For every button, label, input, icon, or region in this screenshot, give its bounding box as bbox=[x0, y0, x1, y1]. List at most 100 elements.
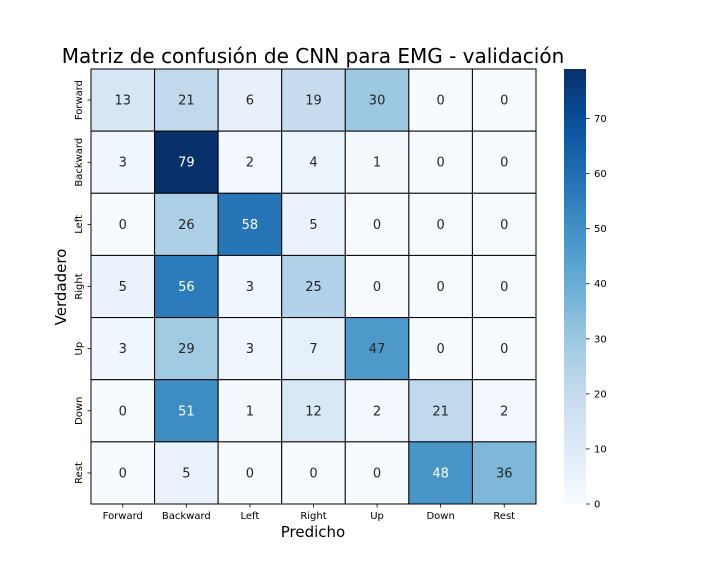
heatmap-cell bbox=[408, 68, 473, 132]
heatmap-cell-value: 0 bbox=[373, 280, 381, 295]
heatmap-cell bbox=[408, 192, 473, 256]
heatmap-cell-value: 1 bbox=[373, 156, 381, 171]
colorbar-tick-label: 40 bbox=[594, 279, 607, 290]
heatmap-cell-value: 58 bbox=[242, 218, 259, 233]
heatmap-cell bbox=[281, 192, 346, 256]
heatmap-cell bbox=[154, 192, 219, 256]
heatmap-cell bbox=[90, 379, 156, 443]
colorbar-tick-label: 50 bbox=[594, 224, 607, 235]
y-tick-label: Up bbox=[74, 342, 85, 356]
heatmap-cell bbox=[217, 441, 283, 505]
heatmap-cell-value: 5 bbox=[309, 218, 317, 233]
heatmap-cell bbox=[281, 254, 346, 319]
y-tick-label: Backward bbox=[74, 138, 85, 187]
heatmap-cell-value: 30 bbox=[369, 94, 386, 109]
x-tick-label: Rest bbox=[493, 511, 515, 522]
colorbar-tick-label: 70 bbox=[594, 114, 607, 125]
heatmap-cell bbox=[154, 379, 219, 443]
heatmap-cell-value: 5 bbox=[182, 466, 190, 481]
chart-title: Matriz de confusión de CNN para EMG - va… bbox=[62, 44, 565, 68]
heatmap-cell-value: 29 bbox=[178, 342, 195, 357]
heatmap-cell-value: 5 bbox=[119, 280, 127, 295]
heatmap-cells: 13 21 6 19 30 0 03 79 2 4 1 0 00 26 58 5 0 0 05 56 3 25 0 0 03 29… bbox=[90, 68, 537, 505]
heatmap-cell-value: 0 bbox=[437, 218, 445, 233]
heatmap-cell-value: 26 bbox=[178, 218, 195, 233]
heatmap-cell-value: 0 bbox=[500, 156, 508, 171]
heatmap-cell-value: 0 bbox=[437, 156, 445, 171]
heatmap-cell-value: 12 bbox=[305, 404, 322, 419]
heatmap-cell-value: 3 bbox=[119, 156, 127, 171]
colorbar-tick-label: 0 bbox=[594, 500, 600, 511]
y-tick-label: Forward bbox=[74, 80, 85, 120]
heatmap-cell-value: 21 bbox=[432, 404, 449, 419]
heatmap-cell bbox=[90, 254, 156, 319]
heatmap-cell-value: 3 bbox=[119, 342, 127, 357]
heatmap-cell bbox=[90, 441, 156, 505]
heatmap-cell bbox=[281, 441, 346, 505]
heatmap-cell-value: 19 bbox=[305, 94, 322, 109]
heatmap-cell-value: 56 bbox=[178, 280, 195, 295]
colorbar-tick-label: 60 bbox=[594, 169, 607, 180]
y-tick-label: Down bbox=[74, 397, 85, 425]
heatmap-cell-value: 47 bbox=[369, 342, 386, 357]
heatmap-cell-value: 6 bbox=[246, 94, 254, 109]
heatmap-cell-value: 0 bbox=[500, 342, 508, 357]
heatmap-cell-value: 0 bbox=[373, 218, 381, 233]
heatmap-cell-value: 21 bbox=[178, 94, 195, 109]
heatmap-cell-value: 0 bbox=[119, 218, 127, 233]
heatmap-cell-value: 0 bbox=[309, 466, 317, 481]
heatmap-cell bbox=[344, 192, 410, 256]
heatmap-cell bbox=[281, 68, 346, 132]
heatmap-cell bbox=[217, 130, 283, 194]
heatmap-cell-value: 2 bbox=[373, 404, 381, 419]
heatmap-cell-value: 0 bbox=[119, 404, 127, 419]
heatmap-cell-value: 13 bbox=[115, 94, 132, 109]
heatmap-cell bbox=[344, 441, 410, 505]
x-tick-label: Up bbox=[370, 511, 384, 522]
x-tick-labels: Forward Backward Left Right Up Down Rest bbox=[103, 504, 515, 522]
x-tick-label: Down bbox=[426, 511, 454, 522]
heatmap-cell bbox=[344, 379, 410, 443]
heatmap-cell-value: 0 bbox=[437, 342, 445, 357]
heatmap-cell bbox=[90, 317, 156, 381]
heatmap-cell-value: 0 bbox=[500, 94, 508, 109]
heatmap-cell bbox=[471, 441, 537, 505]
heatmap-cell bbox=[471, 192, 537, 256]
heatmap-cell-value: 48 bbox=[432, 466, 449, 481]
heatmap-cell-value: 2 bbox=[246, 156, 254, 171]
y-tick-label: Rest bbox=[74, 462, 85, 484]
colorbar-tick-label: 20 bbox=[594, 389, 607, 400]
heatmap-cell bbox=[90, 68, 156, 132]
heatmap-cell-value: 7 bbox=[309, 342, 317, 357]
heatmap-cell bbox=[154, 68, 219, 132]
y-tick-label: Right bbox=[74, 273, 85, 299]
heatmap-cell bbox=[217, 192, 283, 256]
heatmap-cell-value: 2 bbox=[500, 404, 508, 419]
colorbar-gradient bbox=[564, 69, 586, 504]
y-tick-label: Left bbox=[74, 215, 85, 234]
heatmap-cell-value: 0 bbox=[246, 466, 254, 481]
heatmap-cell-value: 51 bbox=[178, 404, 195, 419]
heatmap-cell bbox=[408, 254, 473, 319]
y-axis-label: Verdadero bbox=[52, 249, 70, 326]
heatmap-cell-value: 0 bbox=[437, 280, 445, 295]
heatmap-cell-value: 79 bbox=[178, 156, 195, 171]
x-axis-label: Predicho bbox=[281, 523, 345, 541]
x-tick-label: Backward bbox=[162, 511, 211, 522]
heatmap-cell-value: 0 bbox=[500, 280, 508, 295]
heatmap-cell-value: 36 bbox=[496, 466, 513, 481]
colorbar-tick-label: 30 bbox=[594, 334, 607, 345]
heatmap-cell-value: 0 bbox=[119, 466, 127, 481]
heatmap-cell bbox=[217, 68, 283, 132]
x-tick-label: Forward bbox=[103, 511, 143, 522]
heatmap-cell-value: 0 bbox=[500, 218, 508, 233]
x-tick-label: Right bbox=[300, 511, 326, 522]
x-tick-label: Left bbox=[241, 511, 260, 522]
heatmap-cell bbox=[471, 379, 537, 443]
heatmap-cell bbox=[408, 441, 473, 505]
heatmap-cell bbox=[471, 254, 537, 319]
heatmap-cell-value: 4 bbox=[309, 156, 317, 171]
heatmap-cell-value: 25 bbox=[305, 280, 322, 295]
heatmap-cell bbox=[471, 130, 537, 194]
heatmap-cell-value: 0 bbox=[373, 466, 381, 481]
